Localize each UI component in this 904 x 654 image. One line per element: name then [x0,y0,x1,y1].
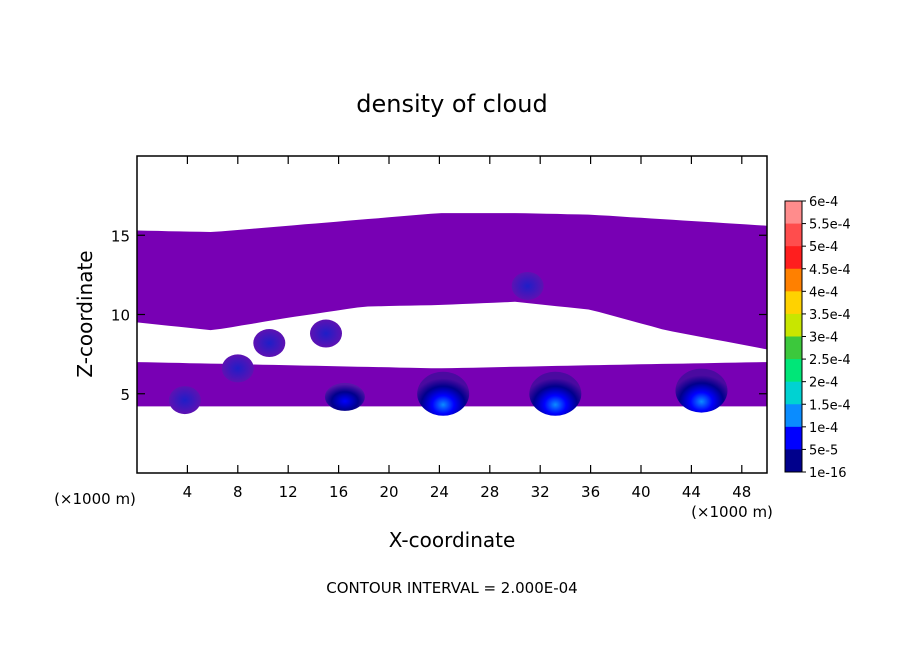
x-axis-label: X-coordinate [389,528,516,552]
colorbar-label: 4.5e-4 [809,263,851,278]
y-axis-label: Z-coordinate [73,250,97,377]
x-tick-label: 48 [732,483,751,501]
upper-cloud-layer [137,213,767,350]
colorbar-segment [785,381,802,405]
colorbar-segment [785,359,802,383]
density-maximum-1 [168,386,201,415]
contour-interval-note: CONTOUR INTERVAL = 2.000E-04 [326,579,577,597]
colorbar-segment [785,404,802,428]
colorbar-label: 1e-4 [809,421,838,436]
colorbar-label: 3.5e-4 [809,308,851,323]
x-tick-label: 28 [480,483,499,501]
density-maximum-8 [675,368,728,413]
colorbar-label: 2.5e-4 [809,353,851,368]
density-maximum-6 [417,371,470,416]
x-tick-label: 44 [682,483,701,501]
colorbar-label: 5e-4 [809,240,838,255]
density-maximum-9 [511,271,544,300]
density-maxima [168,271,728,416]
colorbar-label: 6e-4 [809,195,838,210]
y-tick-label: 15 [111,227,130,245]
colorbar-segment [785,246,802,270]
colorbar-segment [785,313,802,337]
colorbar: 6e-4 5.5e-4 5e-4 4.5e-4 4e-4 3.5e-4 3e-4 2.5e-4… [784,195,851,481]
plot-area [137,213,767,416]
colorbar-label: 5e-5 [809,443,838,458]
x-tick-label: 40 [631,483,650,501]
colorbar-segment [785,426,802,450]
colorbar-segment [785,201,802,225]
density-maximum-5 [324,382,365,411]
chart-title: density of cloud [356,90,547,118]
x-tick-label: 16 [329,483,348,501]
colorbar-segment [785,336,802,360]
density-maximum-4 [310,319,342,348]
y-axis: 5 10 15 [111,227,767,404]
x-tick-label: 12 [279,483,298,501]
x-tick-label: 4 [183,483,193,501]
x-tick-label: 32 [531,483,550,501]
y-tick-label: 5 [120,386,130,404]
x-tick-label: 20 [379,483,398,501]
x-tick-label: 8 [233,483,243,501]
colorbar-label: 1e-16 [809,466,847,481]
colorbar-segment [785,223,802,247]
x-unit-left: (×1000 m) [54,490,136,508]
colorbar-label: 4e-4 [809,285,838,300]
colorbar-label: 3e-4 [809,331,838,346]
density-maximum-2 [221,354,254,383]
x-tick-label: 36 [581,483,600,501]
colorbar-label: 1.5e-4 [809,398,851,413]
colorbar-segment [785,449,802,473]
x-unit-right: (×1000 m) [691,503,773,521]
colorbar-segment [785,291,802,315]
colorbar-segment [785,268,802,292]
y-tick-label: 10 [111,307,130,325]
x-axis: 4 8 12 16 20 24 28 32 36 40 44 48 [183,156,751,501]
density-maximum-3 [253,329,286,358]
colorbar-label: 5.5e-4 [809,218,851,233]
density-maximum-7 [529,371,582,416]
colorbar-label: 2e-4 [809,376,838,391]
x-tick-label: 24 [430,483,449,501]
